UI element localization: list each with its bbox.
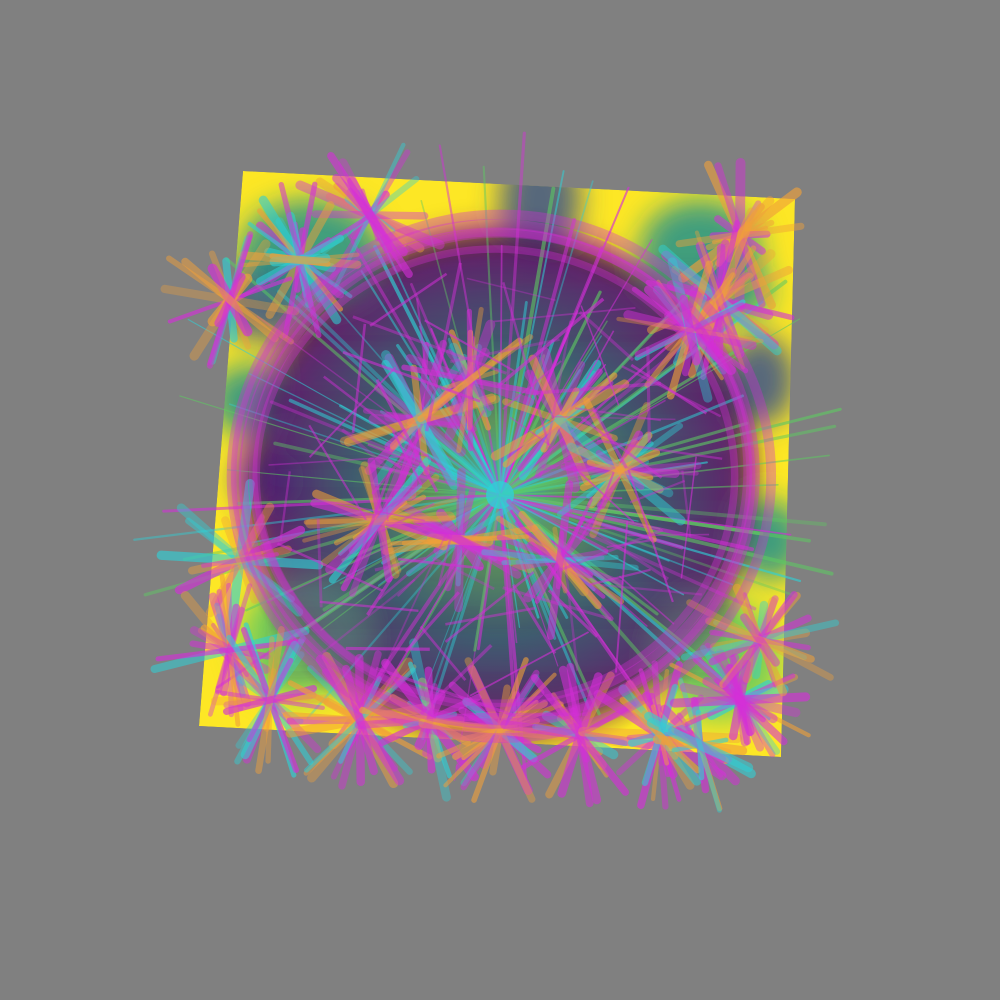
stroke-clusters [150, 142, 840, 813]
magenta-ring [226, 209, 777, 744]
